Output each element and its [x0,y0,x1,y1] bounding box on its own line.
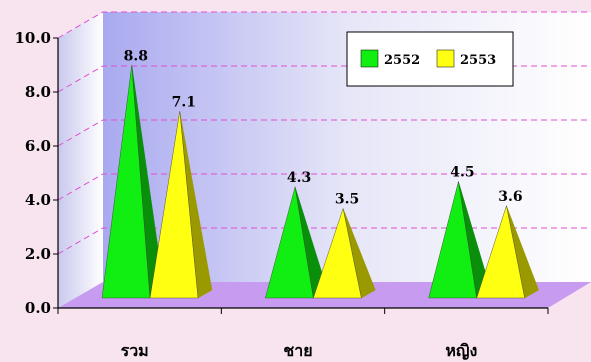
legend-swatch-2552 [360,49,379,68]
data-label-2552-ชาย: 4.3 [287,170,311,186]
gridlines [57,11,591,255]
x-tick-label-ชาย: ชาย [283,341,312,360]
data-label-2553-ชาย: 3.5 [335,192,359,208]
x-tick-label-หญิง: หญิง [445,341,477,361]
x-axis: รวม ชาย หญิง [57,307,549,361]
data-label-2553-หญิง: 3.6 [498,189,522,205]
pyramid-2553-รวม [149,111,213,299]
plot-side-wall [58,12,103,308]
pyramid-2553-ชาย [313,207,376,299]
pyramid-2553-หญิง [476,205,539,299]
y-axis: 0.0 2.0 4.0 6.0 8.0 10.0 [14,29,59,317]
pyramid-2552-หญิง [428,181,491,299]
y-tick-label-1: 2.0 [25,245,51,263]
gridline-5 [57,11,591,39]
y-tick-label-4: 8.0 [25,83,51,101]
data-labels: 8.8 7.1 4.3 3.5 4.5 3.6 [124,48,523,207]
data-label-2553-รวม: 7.1 [172,94,196,110]
y-tick-label-0: 0.0 [25,299,51,317]
x-tick-label-รวม: รวม [121,341,149,360]
gridline-1 [57,227,591,255]
legend-label-2553: 2553 [460,53,496,68]
legend-label-2552: 2552 [384,53,420,68]
data-label-2552-รวม: 8.8 [124,48,148,64]
legend-swatch-2553 [436,49,455,68]
y-tick-label-3: 6.0 [25,137,51,155]
y-tick-label-2: 4.0 [25,191,51,209]
gridline-4 [57,65,591,93]
bar-series [101,65,539,299]
gridline-3 [57,119,591,147]
data-label-2552-หญิง: 4.5 [450,165,474,181]
legend: 2552 2553 [346,31,514,87]
gridline-2 [57,173,591,201]
y-tick-label-5: 10.0 [14,29,51,47]
pyramid-2552-รวม [101,65,165,299]
